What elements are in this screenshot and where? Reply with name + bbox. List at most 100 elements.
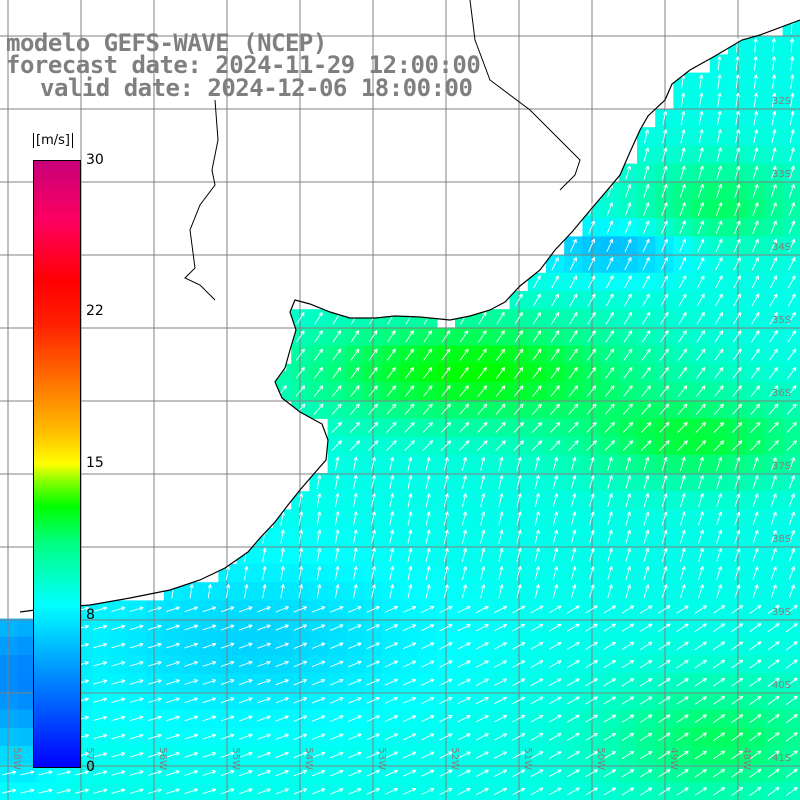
wind-arrow	[494, 678, 508, 686]
wind-arrow	[552, 547, 559, 562]
wind-arrow	[238, 788, 253, 795]
wind-arrow	[696, 330, 706, 343]
wind-arrow	[605, 348, 615, 361]
wind-arrow	[425, 456, 431, 471]
wind-arrow	[659, 348, 669, 361]
wind-arrow	[770, 475, 777, 489]
wind-arrow	[642, 293, 651, 307]
wind-arrow	[402, 642, 417, 650]
wind-arrow	[238, 770, 253, 777]
wind-arrow	[716, 165, 723, 180]
wind-arrow	[606, 220, 614, 234]
wind-arrow	[570, 493, 577, 508]
wind-arrow	[734, 566, 741, 580]
colorbar-tick-15: 15	[86, 455, 104, 471]
wind-arrow	[353, 565, 358, 581]
wind-arrow	[311, 624, 326, 631]
wind-arrow	[461, 493, 468, 508]
wind-arrow	[475, 624, 489, 632]
wind-arrow	[407, 547, 413, 562]
wind-arrow	[785, 659, 798, 669]
wind-arrow	[475, 696, 489, 705]
wind-arrow	[334, 474, 340, 490]
wind-arrow	[566, 787, 580, 796]
wind-arrow	[603, 787, 617, 796]
wind-arrow	[443, 493, 449, 508]
wind-arrow	[293, 624, 308, 631]
wind-arrow	[769, 330, 778, 343]
border-line	[184, 99, 219, 301]
wind-arrow	[220, 679, 235, 686]
wind-arrow	[459, 403, 470, 415]
wind-arrow	[371, 584, 376, 599]
wind-arrow	[311, 660, 326, 668]
wind-arrow	[280, 565, 285, 581]
wind-arrow	[534, 566, 540, 581]
wind-arrow	[678, 257, 687, 271]
wind-arrow	[330, 624, 344, 631]
wind-arrow	[717, 74, 722, 89]
wind-arrow	[696, 312, 705, 325]
wind-arrow	[585, 660, 598, 669]
wind-arrow	[439, 660, 453, 668]
wind-arrow	[280, 529, 285, 544]
wind-arrow	[440, 440, 452, 452]
wind-arrow	[771, 38, 776, 53]
wind-arrow	[696, 293, 705, 307]
wind-arrow	[147, 606, 162, 612]
latitude-label: 34S	[772, 242, 791, 253]
wind-arrow	[770, 566, 777, 580]
wind-arrow	[550, 348, 560, 361]
wind-arrow	[531, 421, 543, 433]
wind-arrow	[604, 421, 615, 433]
wind-arrow	[788, 257, 796, 271]
wind-arrow	[443, 475, 449, 490]
wind-arrow	[550, 385, 560, 397]
wind-arrow	[298, 565, 304, 581]
wind-arrow	[753, 110, 759, 126]
wind-arrow	[423, 348, 433, 361]
wind-arrow	[311, 697, 326, 704]
wind-arrow	[459, 330, 469, 343]
wind-arrow	[643, 165, 650, 180]
wind-arrow	[184, 606, 199, 613]
wind-arrow	[676, 659, 689, 669]
wind-arrow	[349, 440, 361, 452]
wind-arrow	[353, 584, 358, 599]
colorbar-unit: [m/s]	[33, 133, 73, 148]
wind-arrow	[661, 584, 668, 599]
wind-arrow	[607, 547, 613, 562]
wind-arrow	[624, 220, 632, 234]
wind-arrow	[767, 732, 780, 742]
wind-arrow	[625, 165, 632, 180]
wind-arrow	[330, 751, 344, 759]
wind-arrow	[202, 770, 217, 776]
wind-arrow	[440, 421, 452, 433]
wind-arrow	[621, 714, 635, 723]
wind-arrow	[480, 493, 486, 508]
wind-arrow	[530, 733, 544, 741]
wind-arrow	[93, 661, 108, 667]
wind-arrow	[716, 147, 722, 162]
wind-arrow	[389, 475, 395, 489]
wind-arrow	[475, 769, 489, 777]
wind-arrow	[275, 715, 289, 722]
wind-arrow	[621, 659, 635, 669]
wind-speed-cell	[18, 655, 37, 674]
wind-arrow	[787, 293, 796, 307]
wind-arrow	[585, 678, 598, 687]
wind-arrow	[661, 456, 668, 471]
wind-arrow	[298, 511, 304, 526]
wind-arrow	[771, 147, 777, 162]
wind-arrow	[166, 642, 180, 649]
wind-arrow	[516, 511, 522, 526]
latitude-label: 35S	[772, 315, 791, 326]
wind-arrow	[787, 366, 797, 379]
wind-arrow	[421, 678, 435, 686]
wind-arrow	[311, 606, 326, 613]
wind-arrow	[785, 695, 798, 706]
wind-arrow	[349, 403, 360, 415]
wind-arrow	[731, 421, 743, 433]
wind-arrow	[386, 348, 396, 361]
